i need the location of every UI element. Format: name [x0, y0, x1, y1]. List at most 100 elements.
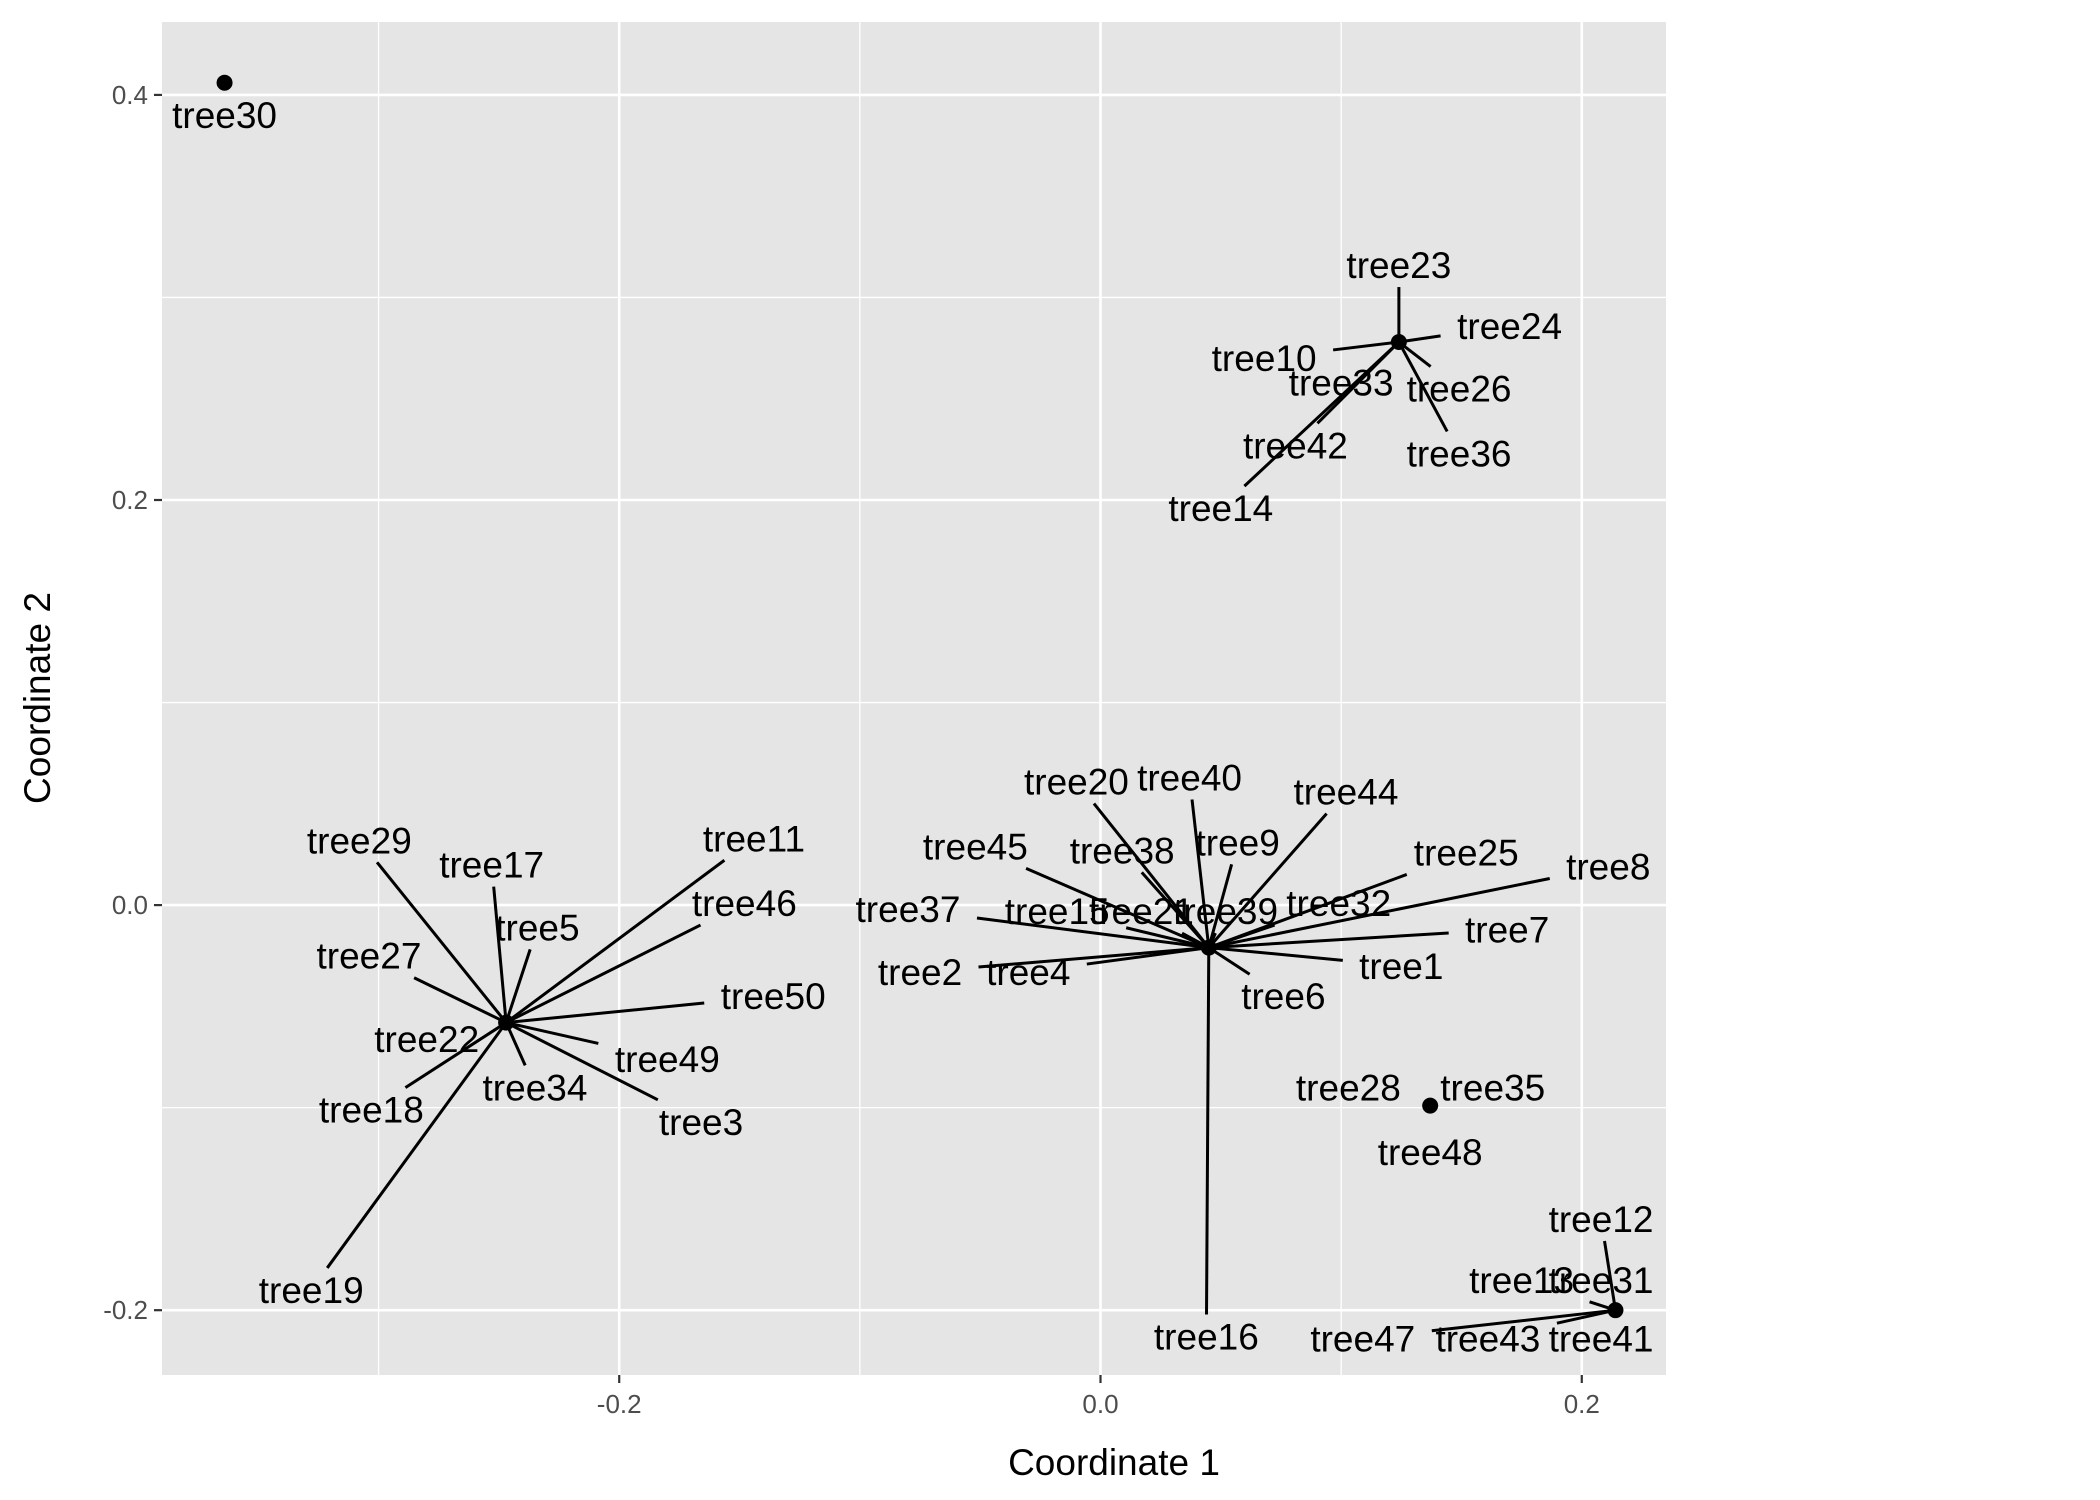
- leader-line: [326, 1021, 508, 1269]
- point-label: tree7: [1465, 909, 1549, 950]
- leader-line: [1556, 1308, 1616, 1325]
- point-label: tree23: [1346, 245, 1451, 286]
- leader-line: [1208, 946, 1343, 962]
- leader-line: [1397, 341, 1449, 433]
- point-label: tree5: [495, 907, 579, 948]
- label-leader-lines: [326, 287, 1617, 1333]
- point-label: tree10: [1212, 338, 1317, 379]
- minor-gridlines: [162, 22, 1666, 1375]
- data-point: [1607, 1302, 1624, 1319]
- point-label: tree2: [878, 952, 962, 993]
- point-label: tree39: [1173, 891, 1278, 932]
- x-axis-title: Coordinate 1: [1008, 1442, 1220, 1483]
- point-label: tree43: [1435, 1319, 1540, 1360]
- data-point: [216, 74, 233, 91]
- leader-line: [504, 948, 532, 1024]
- point-label: tree3: [659, 1102, 743, 1143]
- x-axis: -0.2 0.0 0.2: [597, 1375, 1600, 1419]
- leader-line: [1205, 947, 1211, 1315]
- point-label: tree1: [1359, 946, 1443, 987]
- point-label: tree6: [1241, 976, 1325, 1017]
- point-label: tree12: [1549, 1199, 1654, 1240]
- leader-line: [1092, 802, 1210, 949]
- x-tick-label: -0.2: [597, 1389, 642, 1419]
- point-label: tree44: [1293, 772, 1398, 813]
- x-tick-label: 0.2: [1564, 1389, 1600, 1419]
- leader-line: [1603, 1240, 1617, 1311]
- x-tick-label: 0.0: [1082, 1389, 1118, 1419]
- point-label: tree25: [1414, 832, 1519, 873]
- leader-line: [1140, 871, 1210, 949]
- leader-line: [1125, 926, 1210, 950]
- point-label: tree21: [1089, 891, 1194, 932]
- y-tick-label: 0.4: [112, 80, 148, 110]
- point-label: tree32: [1286, 883, 1391, 924]
- point-label: tree20: [1024, 762, 1129, 803]
- leader-line: [1190, 799, 1211, 948]
- point-label: tree27: [316, 936, 421, 977]
- leader-line: [1207, 946, 1251, 976]
- point-label: tree30: [172, 95, 277, 136]
- point-label: tree37: [856, 889, 961, 930]
- leader-line: [1243, 340, 1400, 488]
- leader-line: [1025, 866, 1210, 950]
- point-label: tree22: [374, 1019, 479, 1060]
- leader-line: [505, 859, 726, 1024]
- data-point: [1422, 1097, 1439, 1114]
- data-point: [1200, 939, 1217, 956]
- point-labels: tree30 tree29 tree17 tree11 tree46 tree5 tree2…: [172, 95, 1653, 1359]
- data-point: [498, 1014, 515, 1031]
- leader-line: [978, 946, 1209, 969]
- y-tick-label: 0.2: [112, 485, 148, 515]
- point-label: tree14: [1168, 488, 1273, 529]
- leader-line: [1208, 931, 1449, 950]
- leader-line: [505, 1021, 599, 1045]
- point-label: tree41: [1549, 1319, 1654, 1360]
- point-label: tree36: [1407, 433, 1512, 474]
- leader-line: [1208, 877, 1551, 950]
- leader-line: [492, 886, 508, 1023]
- leader-line: [1332, 340, 1400, 352]
- point-label: tree33: [1289, 363, 1394, 404]
- point-label: tree24: [1457, 306, 1562, 347]
- point-label: tree26: [1407, 369, 1512, 410]
- leader-line: [1086, 946, 1209, 966]
- leader-line: [404, 1021, 507, 1089]
- y-tick-label: 0.0: [112, 890, 148, 920]
- point-label: tree28: [1296, 1067, 1401, 1108]
- data-points: [216, 74, 1624, 1319]
- y-axis: -0.2 0.0 0.2 0.4: [103, 80, 162, 1325]
- leader-line: [1207, 863, 1234, 949]
- point-label: tree15: [1005, 891, 1110, 932]
- point-label: tree16: [1154, 1317, 1259, 1358]
- point-label: tree46: [692, 883, 797, 924]
- point-label: tree29: [307, 820, 412, 861]
- point-label: tree40: [1137, 757, 1242, 798]
- point-label: tree49: [615, 1039, 720, 1080]
- point-label: tree11: [703, 818, 805, 859]
- leader-line: [505, 923, 702, 1024]
- point-label: tree4: [986, 952, 1070, 993]
- leader-line: [413, 976, 507, 1024]
- leader-line: [375, 861, 508, 1024]
- leader-line: [1208, 923, 1276, 950]
- point-label: tree35: [1440, 1067, 1545, 1108]
- leader-line: [505, 1001, 705, 1025]
- point-label: tree50: [721, 976, 826, 1017]
- point-label: tree13: [1469, 1260, 1574, 1301]
- point-label: tree42: [1243, 425, 1348, 466]
- point-label: tree19: [259, 1270, 364, 1311]
- point-label: tree34: [483, 1067, 588, 1108]
- leader-line: [1431, 1308, 1616, 1333]
- point-label: tree31: [1549, 1260, 1654, 1301]
- point-label: tree18: [319, 1090, 424, 1131]
- point-label: tree45: [923, 826, 1028, 867]
- point-label: tree47: [1310, 1319, 1415, 1360]
- y-axis-title: Coordinate 2: [17, 592, 58, 804]
- point-label: tree9: [1195, 822, 1279, 863]
- y-tick-label: -0.2: [103, 1295, 148, 1325]
- point-label: tree17: [439, 845, 544, 886]
- leader-line: [1207, 812, 1328, 949]
- leader-line: [505, 1021, 659, 1102]
